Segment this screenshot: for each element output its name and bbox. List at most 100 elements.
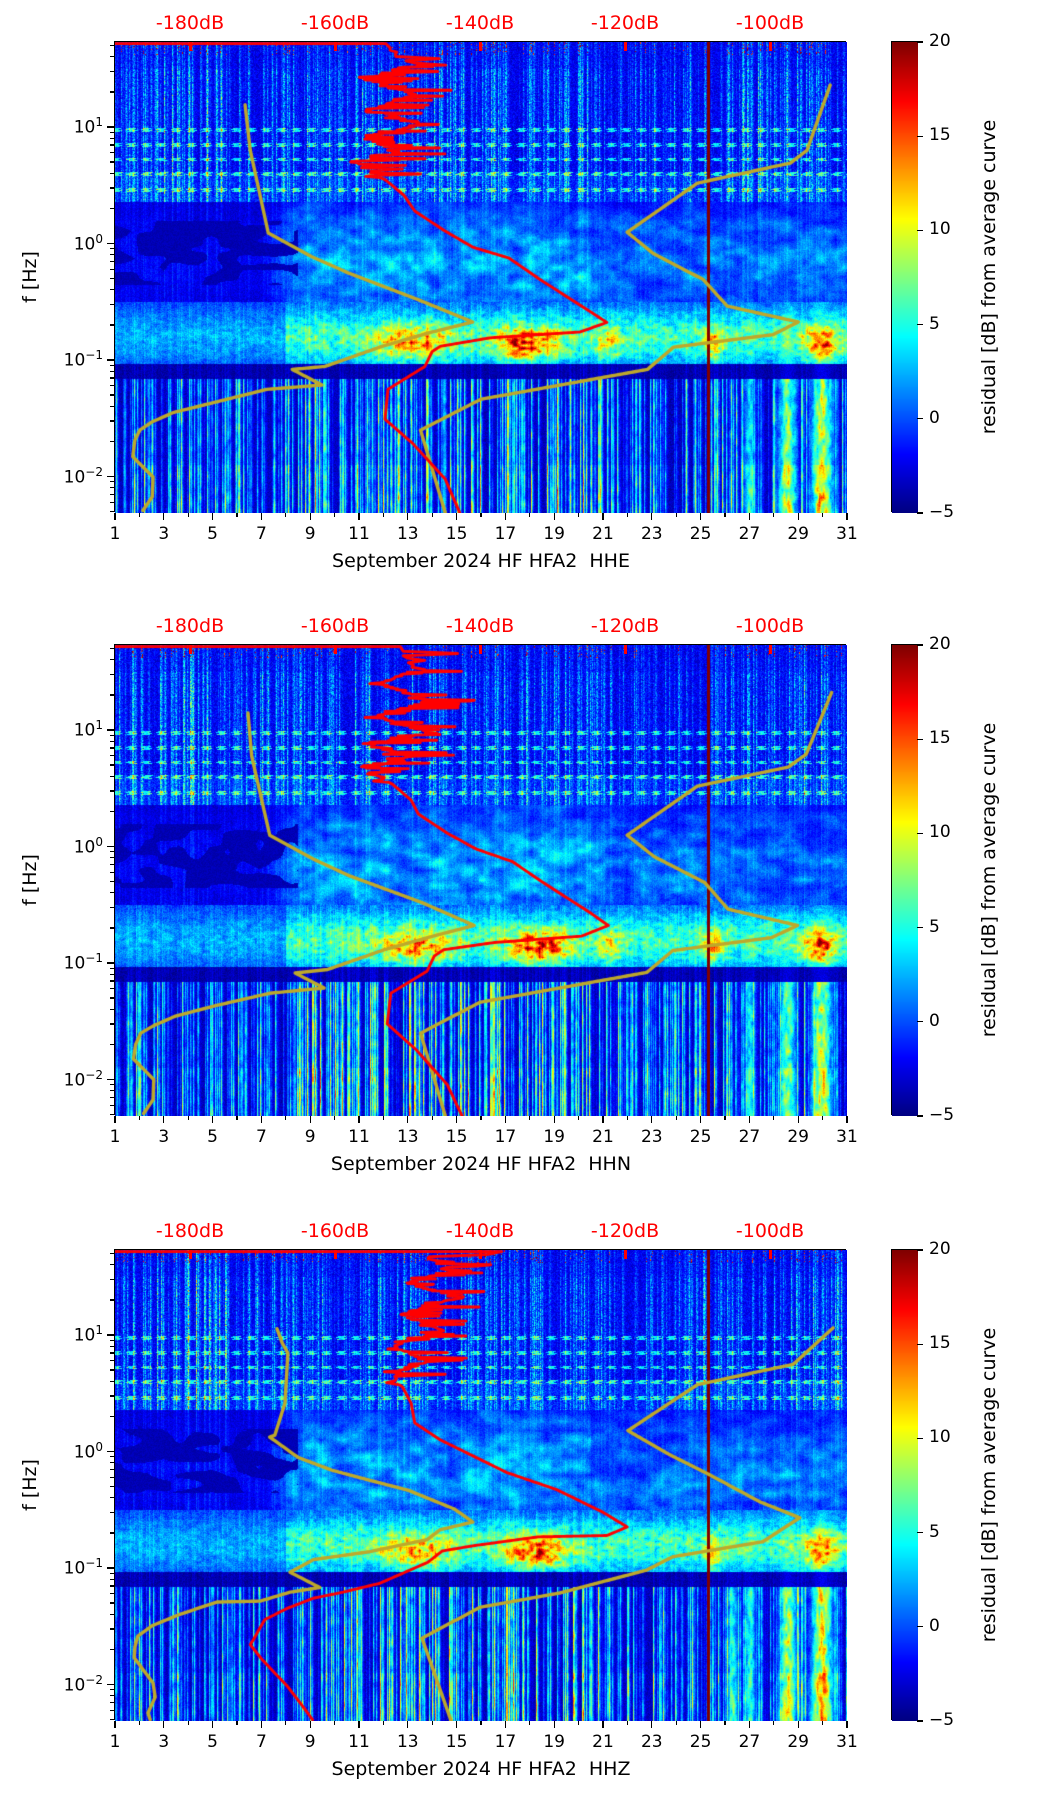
top-axis-label: -160dB <box>300 615 370 637</box>
x-minor-tick <box>529 1116 531 1120</box>
y-minor-tick <box>110 740 115 742</box>
y-minor-tick <box>110 1532 115 1534</box>
colorbar-tick <box>917 323 923 326</box>
y-minor-tick <box>110 1695 115 1697</box>
top-axis-label: -100dB <box>735 1220 805 1242</box>
y-minor-tick <box>110 91 115 93</box>
top-axis-label: -180dB <box>155 615 225 637</box>
x-tick-label: 29 <box>787 1127 809 1147</box>
top-axis-red-tick <box>189 1250 192 1259</box>
y-minor-tick <box>110 137 115 139</box>
top-axis-label: -140dB <box>445 12 515 34</box>
x-minor-tick <box>285 1721 287 1725</box>
y-minor-tick <box>110 493 115 496</box>
y-major-tick <box>107 1567 115 1569</box>
y-minor-tick <box>110 405 115 407</box>
x-tick-label: 3 <box>158 524 170 544</box>
x-minor-tick <box>577 1721 580 1725</box>
x-major-tick <box>699 513 702 520</box>
y-minor-tick <box>110 1278 115 1280</box>
x-minor-tick <box>187 513 189 517</box>
spectrogram-canvas-hhz <box>115 1250 847 1721</box>
x-tick-label: 5 <box>207 1732 218 1752</box>
x-major-tick <box>602 1116 604 1123</box>
colorbar-hhz <box>891 1249 918 1721</box>
y-minor-tick <box>110 370 115 372</box>
top-axis-label: -120dB <box>590 1220 660 1242</box>
y-minor-tick <box>110 1380 115 1382</box>
x-major-tick <box>163 513 165 520</box>
y-minor-tick <box>110 1360 115 1362</box>
x-tick-label: 23 <box>640 1732 663 1752</box>
x-minor-tick <box>675 1721 677 1725</box>
top-axis-red-tick <box>334 42 337 51</box>
y-minor-tick <box>110 172 115 174</box>
colorbar-tick <box>917 1437 923 1440</box>
colorbar-tick <box>917 1531 923 1534</box>
x-major-tick <box>504 1116 507 1123</box>
x-tick-label: 11 <box>348 1127 370 1147</box>
x-minor-tick <box>675 513 677 517</box>
x-major-tick <box>504 513 507 520</box>
colorbar-tick <box>917 41 923 43</box>
x-major-tick <box>846 1721 848 1728</box>
y-minor-tick <box>110 268 115 270</box>
y-minor-tick <box>110 1345 115 1347</box>
top-axis-label: -180dB <box>155 12 225 34</box>
x-tick-label: 1 <box>109 524 121 544</box>
x-tick-label: 27 <box>738 524 761 544</box>
y-minor-tick <box>110 161 115 163</box>
y-minor-tick <box>110 1602 115 1604</box>
x-axis-title-hhz: September 2024 HF HFA2 HHZ <box>331 1758 631 1780</box>
colorbar-tick-label: 20 <box>929 31 951 51</box>
x-minor-tick <box>187 1721 189 1725</box>
top-axis-red-tick <box>189 645 192 654</box>
y-minor-tick <box>110 70 115 72</box>
y-minor-tick <box>110 1578 115 1580</box>
y-minor-tick <box>110 324 115 326</box>
x-minor-tick <box>138 513 141 517</box>
y-minor-tick <box>110 1701 115 1704</box>
x-major-tick <box>748 513 751 520</box>
y-minor-tick <box>110 1585 115 1587</box>
y-minor-tick <box>110 1511 115 1513</box>
x-minor-tick <box>333 1116 336 1120</box>
colorbar-tick-label: 20 <box>929 634 951 654</box>
x-minor-tick <box>285 513 287 517</box>
colorbar-tick <box>917 418 923 420</box>
y-minor-tick <box>110 892 115 894</box>
x-minor-tick <box>382 1721 385 1725</box>
y-minor-tick <box>110 764 115 766</box>
top-axis-red-tick <box>769 645 772 654</box>
colorbar-tick <box>917 926 923 929</box>
top-axis-red-tick <box>769 42 772 51</box>
x-tick-label: 25 <box>689 524 712 544</box>
x-major-tick <box>163 1116 165 1123</box>
top-axis-label: -160dB <box>300 12 370 34</box>
y-tick-label: 101 <box>73 115 103 138</box>
x-major-tick <box>455 513 458 520</box>
x-major-tick <box>602 513 604 520</box>
x-tick-label: 11 <box>348 1732 370 1752</box>
x-major-tick <box>114 1721 116 1728</box>
y-minor-tick <box>110 187 115 189</box>
y-minor-tick <box>110 1468 115 1471</box>
colorbar-tick <box>917 1021 923 1023</box>
x-minor-tick <box>626 1721 629 1725</box>
y-major-tick <box>107 962 115 964</box>
colorbar-label-hhe: residual [dB] from average curve <box>978 119 1000 435</box>
x-minor-tick <box>138 1721 141 1725</box>
y-major-tick <box>107 1078 115 1081</box>
x-minor-tick <box>236 1116 238 1120</box>
x-tick-label: 17 <box>494 1127 517 1147</box>
x-minor-tick <box>724 1116 726 1120</box>
colorbar-tick <box>917 1115 923 1117</box>
y-major-tick <box>107 729 115 731</box>
x-tick-label: 3 <box>158 1127 170 1147</box>
x-tick-label: 19 <box>543 1732 565 1752</box>
x-major-tick <box>699 1116 702 1123</box>
x-tick-label: 31 <box>836 1732 858 1752</box>
y-minor-tick <box>110 131 115 133</box>
y-major-tick <box>107 1334 115 1336</box>
x-minor-tick <box>821 513 824 517</box>
